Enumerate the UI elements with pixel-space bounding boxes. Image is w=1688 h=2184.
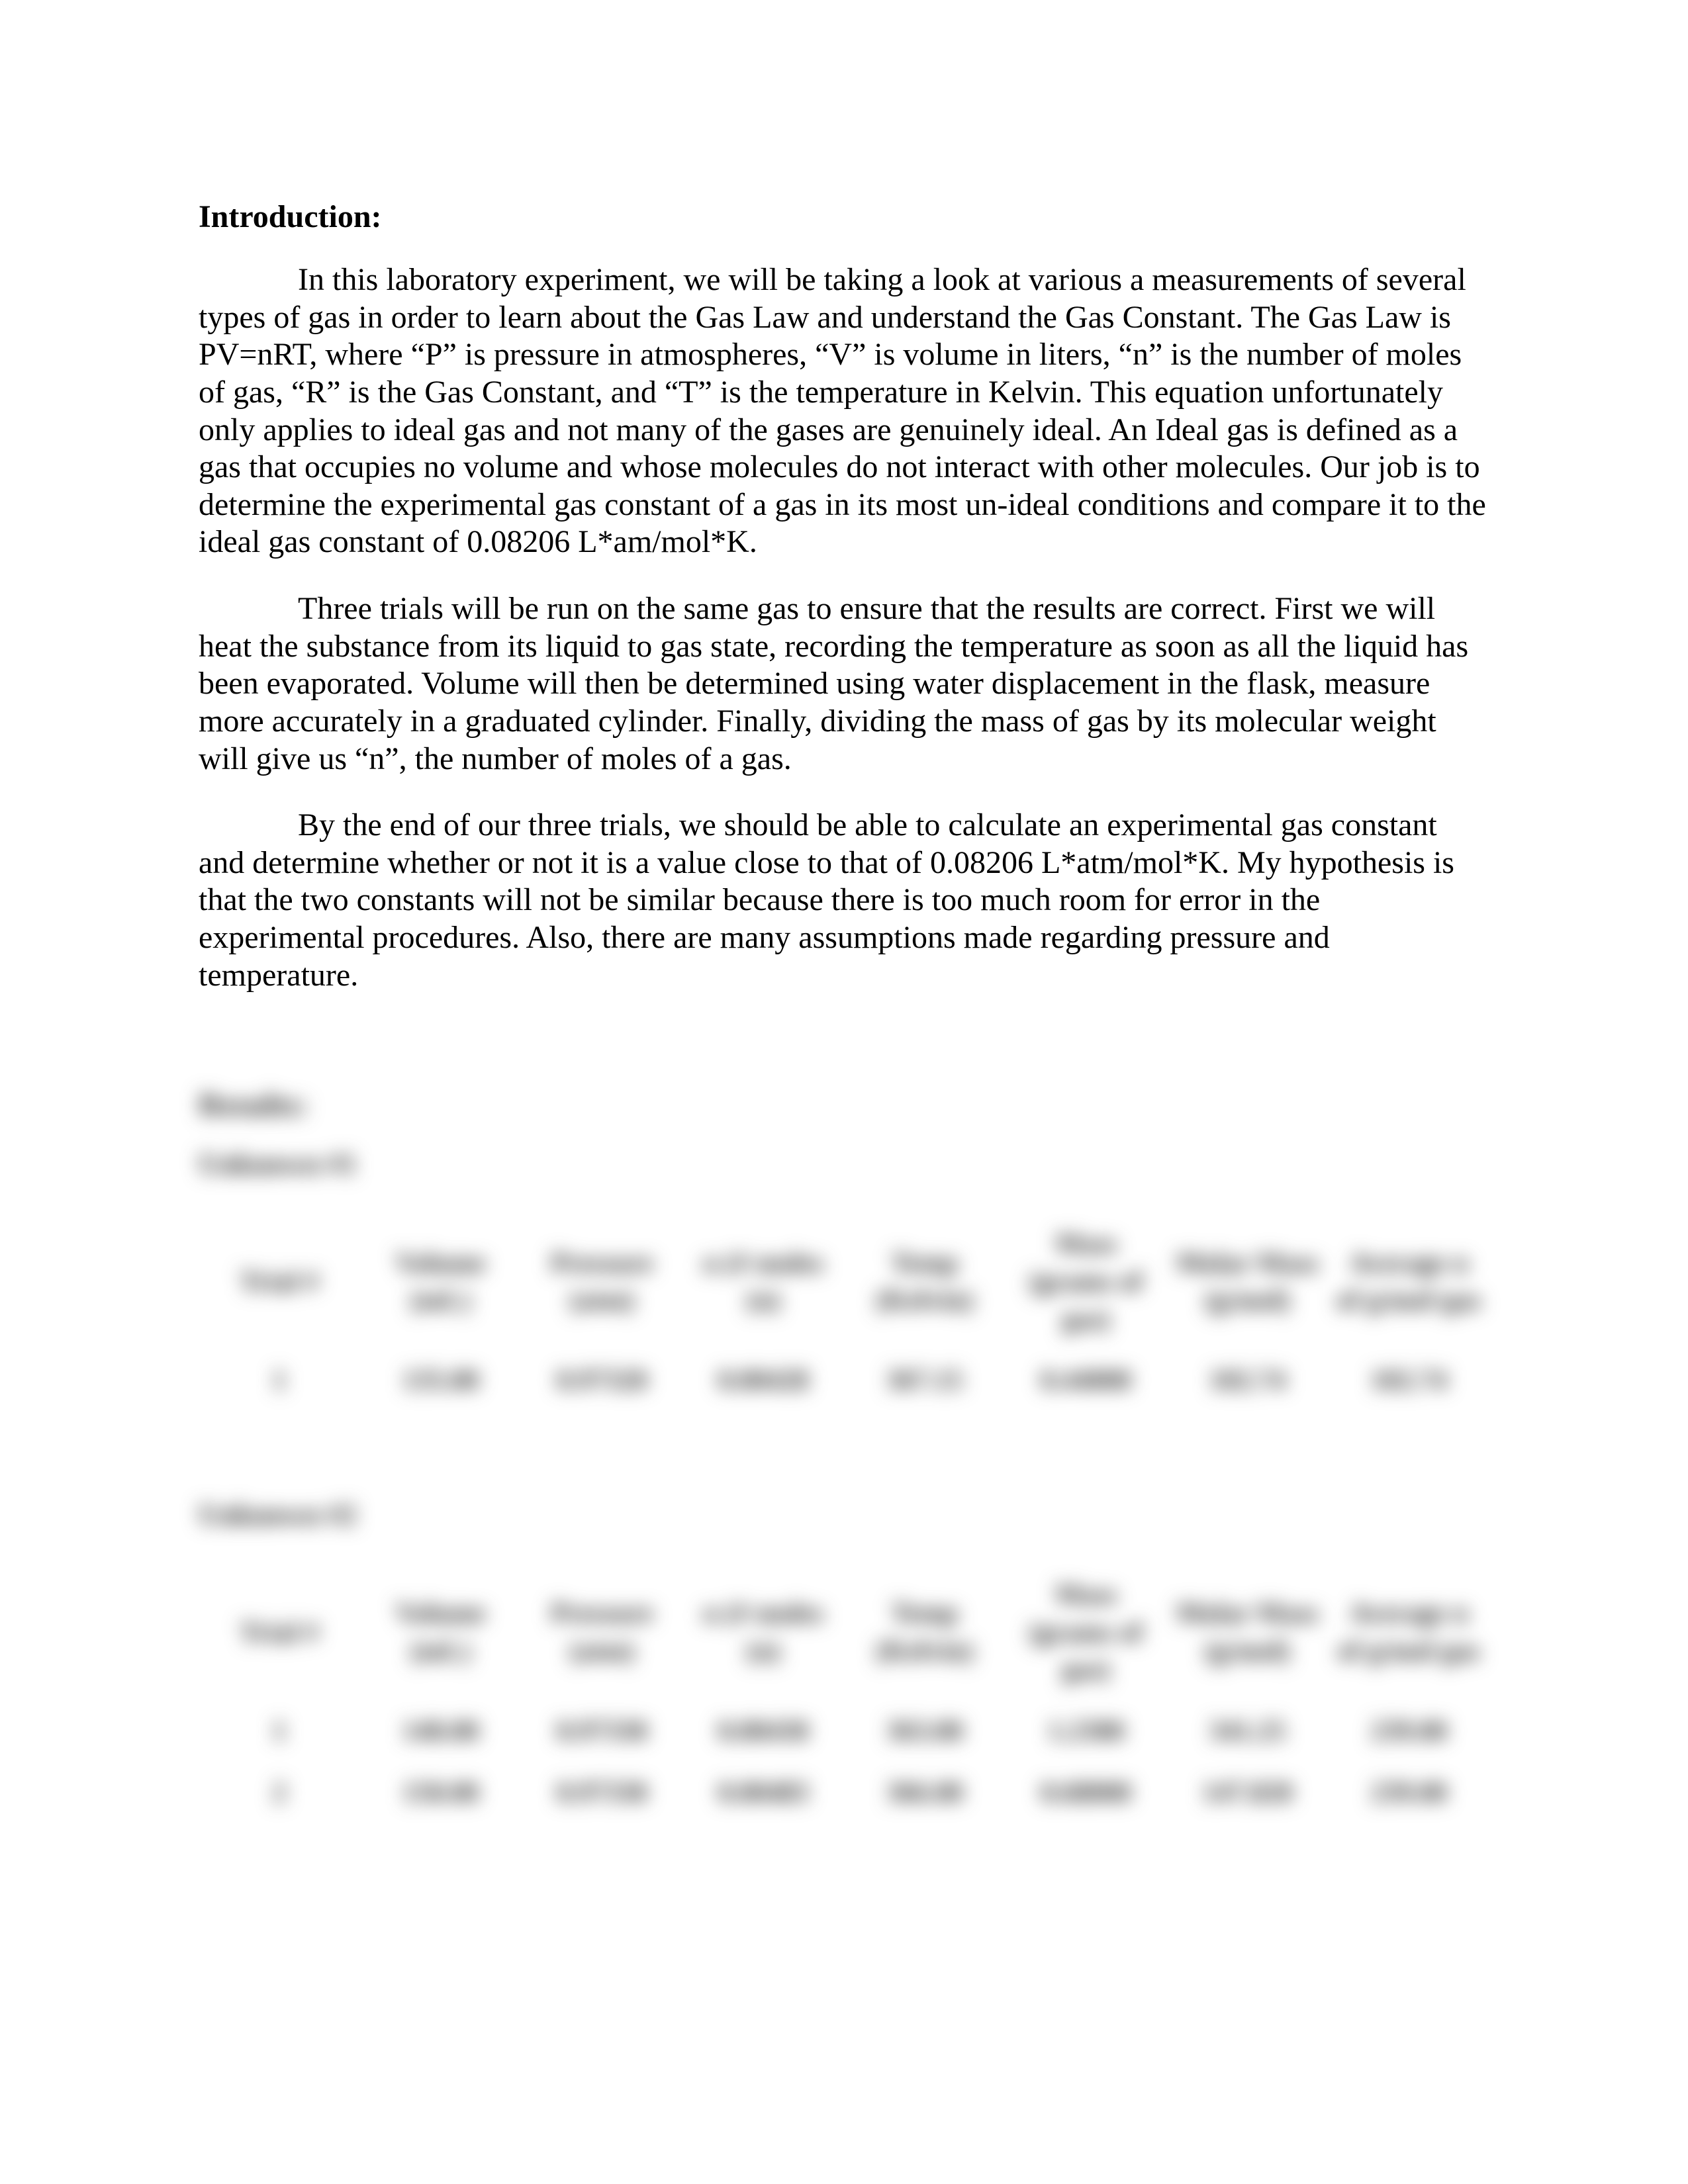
results-table-2: Trial # Volume (mL) Pressure (atm) n (# … <box>199 1565 1489 1823</box>
cell: 239.00 <box>1328 1762 1489 1824</box>
cell: 102.74 <box>1328 1350 1489 1412</box>
cell: 341.25 <box>1167 1701 1329 1762</box>
cell: 0.00430 <box>682 1701 844 1762</box>
intro-paragraph-1: In this laboratory experiment, we will b… <box>199 261 1489 561</box>
cell: 363.00 <box>844 1701 1006 1762</box>
cell: 102.74 <box>1167 1350 1329 1412</box>
cell: 1.2300 <box>1006 1701 1167 1762</box>
cell: 0.97320 <box>522 1350 683 1412</box>
col-header: Molar Mass (g/mol) <box>1167 1565 1329 1701</box>
intro-paragraph-3: By the end of our three trials, we shoul… <box>199 807 1489 994</box>
col-header: Trial # <box>199 1214 360 1350</box>
cell: 367.15 <box>844 1350 1006 1412</box>
cell: 0.68000 <box>1006 1762 1167 1824</box>
col-header: Pressure (atm) <box>522 1214 683 1350</box>
table-row: 2 150.00 0.97330 0.00483 366.00 0.68000 … <box>199 1762 1489 1824</box>
table2-title: Unknown #2 <box>199 1498 1489 1531</box>
table-row: 1 135.00 0.97320 0.00428 367.15 0.44000 … <box>199 1350 1489 1412</box>
cell: 0.97330 <box>522 1762 683 1824</box>
table-header-row: Trial # Volume (mL) Pressure (atm) n (# … <box>199 1565 1489 1701</box>
blurred-results-region: Results: Unknown #1 Trial # Volume (mL) … <box>199 1087 1489 1823</box>
cell: 366.00 <box>844 1762 1006 1824</box>
cell: 150.00 <box>360 1762 522 1824</box>
cell: 135.00 <box>360 1350 522 1412</box>
col-header: Average n of g/mol·gas <box>1328 1214 1489 1350</box>
cell: 147.820 <box>1167 1762 1329 1824</box>
cell: 0.00483 <box>682 1762 844 1824</box>
col-header: n (# moles (n) <box>682 1565 844 1701</box>
col-header: Average n of g/mol gas <box>1328 1565 1489 1701</box>
cell: 0.00428 <box>682 1350 844 1412</box>
col-header: Temp (Kelvin) <box>844 1214 1006 1350</box>
table1-title: Unknown #1 <box>199 1147 1489 1181</box>
col-header: Volume (mL) <box>360 1214 522 1350</box>
col-header: Temp (Kelvin) <box>844 1565 1006 1701</box>
cell: 0.97330 <box>522 1701 683 1762</box>
results-heading: Results: <box>199 1087 1489 1123</box>
cell: 140.00 <box>360 1701 522 1762</box>
intro-paragraph-2: Three trials will be run on the same gas… <box>199 590 1489 778</box>
table-row: 1 140.00 0.97330 0.00430 363.00 1.2300 3… <box>199 1701 1489 1762</box>
col-header: Pressure (atm) <box>522 1565 683 1701</box>
cell: 239.00 <box>1328 1701 1489 1762</box>
cell: 0.44000 <box>1006 1350 1167 1412</box>
table-header-row: Trial # Volume (mL) Pressure (atm) n (# … <box>199 1214 1489 1350</box>
cell: 1 <box>199 1701 360 1762</box>
col-header: Trial # <box>199 1565 360 1701</box>
col-header: n (# moles (n) <box>682 1214 844 1350</box>
col-header: Mass (grams of gas) <box>1006 1565 1167 1701</box>
col-header: Mass (grams of gas) <box>1006 1214 1167 1350</box>
cell: 1 <box>199 1350 360 1412</box>
col-header: Molar Mass (g/mol) <box>1167 1214 1329 1350</box>
results-table-1: Trial # Volume (mL) Pressure (atm) n (# … <box>199 1214 1489 1412</box>
col-header: Volume (mL) <box>360 1565 522 1701</box>
cell: 2 <box>199 1762 360 1824</box>
introduction-heading: Introduction: <box>199 199 1489 235</box>
